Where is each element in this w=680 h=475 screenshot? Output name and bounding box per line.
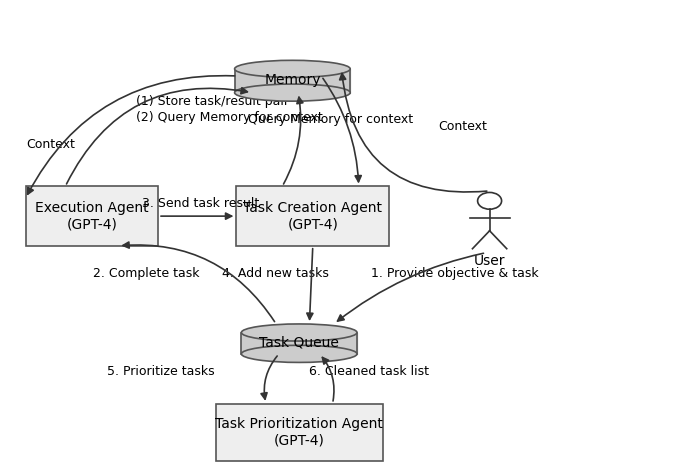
Text: 1. Provide objective & task: 1. Provide objective & task (371, 267, 539, 280)
Text: (1) Store task/result pair
(2) Query Memory for context: (1) Store task/result pair (2) Query Mem… (136, 95, 323, 124)
Bar (26, 186, 158, 246)
Text: Execution Agent
(GPT-4): Execution Agent (GPT-4) (35, 201, 149, 231)
Text: Context: Context (26, 138, 75, 152)
Ellipse shape (241, 324, 357, 341)
Text: Task Queue: Task Queue (259, 335, 339, 349)
Ellipse shape (235, 60, 350, 77)
Text: 6. Cleaned task list: 6. Cleaned task list (309, 365, 429, 378)
Text: 2. Complete task: 2. Complete task (93, 267, 199, 280)
Bar (216, 404, 382, 461)
Text: 3. Send task result: 3. Send task result (142, 197, 259, 210)
Text: 5. Prioritize tasks: 5. Prioritize tasks (107, 365, 214, 378)
Text: User: User (474, 254, 505, 268)
Text: Query Memory for context: Query Memory for context (248, 113, 413, 126)
Ellipse shape (241, 345, 357, 362)
Bar (237, 186, 389, 246)
Text: Context: Context (439, 120, 488, 133)
Ellipse shape (235, 84, 350, 101)
Bar (235, 69, 350, 93)
Bar (241, 332, 357, 354)
Text: Task Prioritization Agent
(GPT-4): Task Prioritization Agent (GPT-4) (216, 417, 383, 447)
Text: Task Creation Agent
(GPT-4): Task Creation Agent (GPT-4) (243, 201, 382, 231)
Text: Memory: Memory (264, 73, 321, 86)
Text: 4. Add new tasks: 4. Add new tasks (222, 267, 329, 280)
